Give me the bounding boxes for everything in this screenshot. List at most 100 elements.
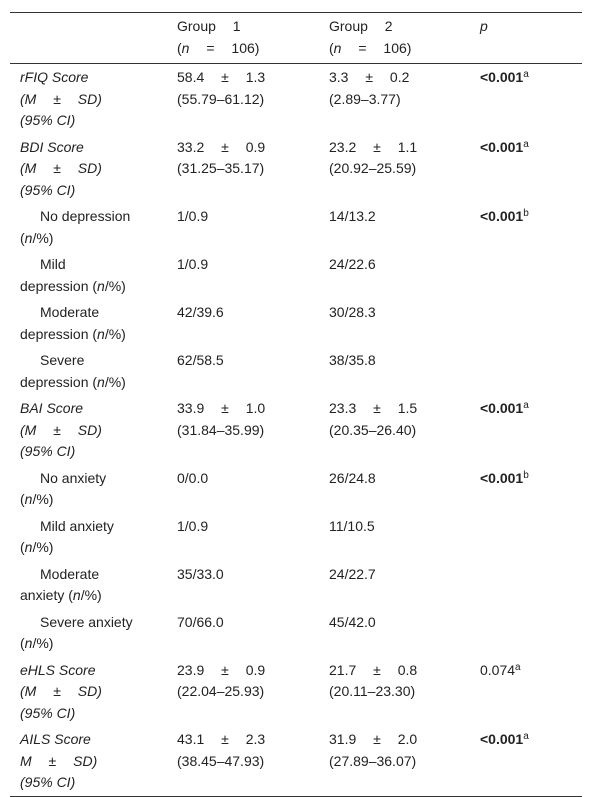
text: n: [72, 587, 81, 603]
cell-line: (20.92–25.59): [329, 158, 480, 180]
table-row: BDI Score (M ± SD) (95% CI) 33.2 ± 0.9 (31.2…: [10, 134, 582, 204]
cell: [480, 254, 582, 297]
table-row: Mild depression (n/%) 1/0.9 24/22.6: [10, 251, 582, 299]
text: 26/24.8: [329, 469, 376, 486]
cell: <0.001b: [480, 468, 582, 511]
cell: 35/33.0: [177, 564, 329, 607]
cell: [480, 302, 582, 345]
text: depression (: [20, 325, 98, 342]
cell-line: <0.001a: [480, 67, 582, 89]
table-row: eHLS Score (M ± SD) (95% CI) 23.9 ± 0.9 (22.…: [10, 657, 582, 727]
cell: 23.9 ± 0.9 (22.04–25.93): [177, 660, 329, 725]
cell-line: 33.9 ± 1.0: [177, 398, 329, 420]
text: n: [24, 539, 33, 555]
cell-line: eHLS Score: [20, 660, 177, 682]
text: 23.2 ± 1.1: [329, 138, 418, 155]
cell-line: <0.001b: [480, 468, 582, 490]
cell: No anxiety (n/%): [10, 468, 177, 511]
text: (M ± SD): [20, 421, 102, 438]
header-row: Group 1 (n = 106) Group 2 (n = 106) p: [10, 13, 582, 64]
cell: [480, 516, 582, 559]
text: (22.04–25.93): [177, 683, 265, 699]
text: p: [480, 18, 488, 34]
text: 24/22.7: [329, 565, 376, 582]
cell-line: 35/33.0: [177, 564, 329, 586]
cell-line: (27.89–36.07): [329, 751, 480, 773]
text: Group 1: [177, 18, 241, 34]
cell: <0.001a: [480, 398, 582, 463]
cell-line: (M ± SD): [20, 158, 177, 180]
cell-line: 23.9 ± 0.9: [177, 660, 329, 682]
text: BAI Score: [20, 400, 84, 416]
text: Moderate: [40, 565, 100, 582]
cell-line: 23.2 ± 1.1: [329, 137, 480, 159]
cell: No depression (n/%): [10, 206, 177, 249]
cell-line: AILS Score: [20, 729, 177, 751]
text: n: [333, 39, 342, 56]
text: Moderate: [40, 304, 100, 320]
cell-line: <0.001a: [480, 398, 582, 420]
page: Group 1 (n = 106) Group 2 (n = 106) p rFIQ Sc…: [10, 12, 582, 797]
text: (: [20, 539, 25, 555]
cell-line: BAI Score: [20, 398, 177, 420]
cell-line: Severe: [20, 350, 177, 372]
cell: p: [480, 16, 582, 59]
text: 1/0.9: [177, 517, 209, 534]
cell: 70/66.0: [177, 612, 329, 655]
cell-line: (95% CI): [20, 703, 177, 725]
cell-line: anxiety (n/%): [20, 585, 177, 607]
text: (95% CI): [20, 112, 76, 128]
cell: 33.9 ± 1.0 (31.84–35.99): [177, 398, 329, 463]
cell: Mild depression (n/%): [10, 254, 177, 297]
cell-line: 21.7 ± 0.8: [329, 660, 480, 682]
table: Group 1 (n = 106) Group 2 (n = 106) p rFIQ Sc…: [10, 12, 582, 797]
cell-line: M ± SD): [20, 751, 177, 773]
text: (55.79–61.12): [177, 90, 265, 107]
cell: 1/0.9: [177, 516, 329, 559]
cell-line: 24/22.7: [329, 564, 480, 586]
cell: [10, 16, 177, 59]
cell-line: 24/22.6: [329, 254, 480, 276]
text: 33.2 ± 0.9: [177, 138, 266, 155]
cell: 24/22.6: [329, 254, 480, 297]
text: (: [20, 229, 25, 246]
cell-line: (n = 106): [177, 38, 329, 60]
text: 58.4 ± 1.3: [177, 69, 266, 85]
text: a: [523, 138, 529, 150]
text: depression (: [20, 373, 98, 390]
cell-line: (20.35–26.40): [329, 420, 480, 442]
cell-line: (M ± SD): [20, 89, 177, 111]
cell-line: Group 1: [177, 16, 329, 38]
text: (20.11–23.30): [329, 683, 416, 699]
cell-line: Moderate: [20, 564, 177, 586]
text: 38/35.8: [329, 352, 376, 368]
cell-line: 45/42.0: [329, 612, 480, 634]
text: 3.3 ± 0.2: [329, 69, 410, 85]
text: /%): [104, 325, 126, 342]
text: /%): [32, 491, 54, 507]
cell-line: 1/0.9: [177, 254, 329, 276]
cell-line: 1/0.9: [177, 206, 329, 228]
cell-line: 0.074a: [480, 660, 582, 682]
table-row: Severe depression (n/%) 62/58.5 38/35.8: [10, 347, 582, 395]
text: (95% CI): [20, 774, 76, 790]
text: b: [523, 208, 529, 219]
cell-line: Severe anxiety: [20, 612, 177, 634]
cell-line: 62/58.5: [177, 350, 329, 372]
text: (95% CI): [20, 443, 76, 459]
cell: 26/24.8: [329, 468, 480, 511]
cell-line: 38/35.8: [329, 350, 480, 372]
text: BDI Score: [20, 138, 84, 155]
text: (: [20, 635, 25, 651]
cell: AILS Score M ± SD) (95% CI): [10, 729, 177, 794]
cell-line: (31.84–35.99): [177, 420, 329, 442]
text: /%): [32, 539, 54, 555]
text: 35/33.0: [177, 565, 224, 582]
cell-line: (n/%): [20, 537, 177, 559]
text: (20.92–25.59): [329, 160, 417, 176]
cell: [480, 564, 582, 607]
text: (: [177, 39, 182, 56]
table-row: Moderate anxiety (n/%) 35/33.0 24/22.7: [10, 561, 582, 609]
text: 23.9 ± 0.9: [177, 661, 266, 678]
cell-line: (n = 106): [329, 38, 480, 60]
